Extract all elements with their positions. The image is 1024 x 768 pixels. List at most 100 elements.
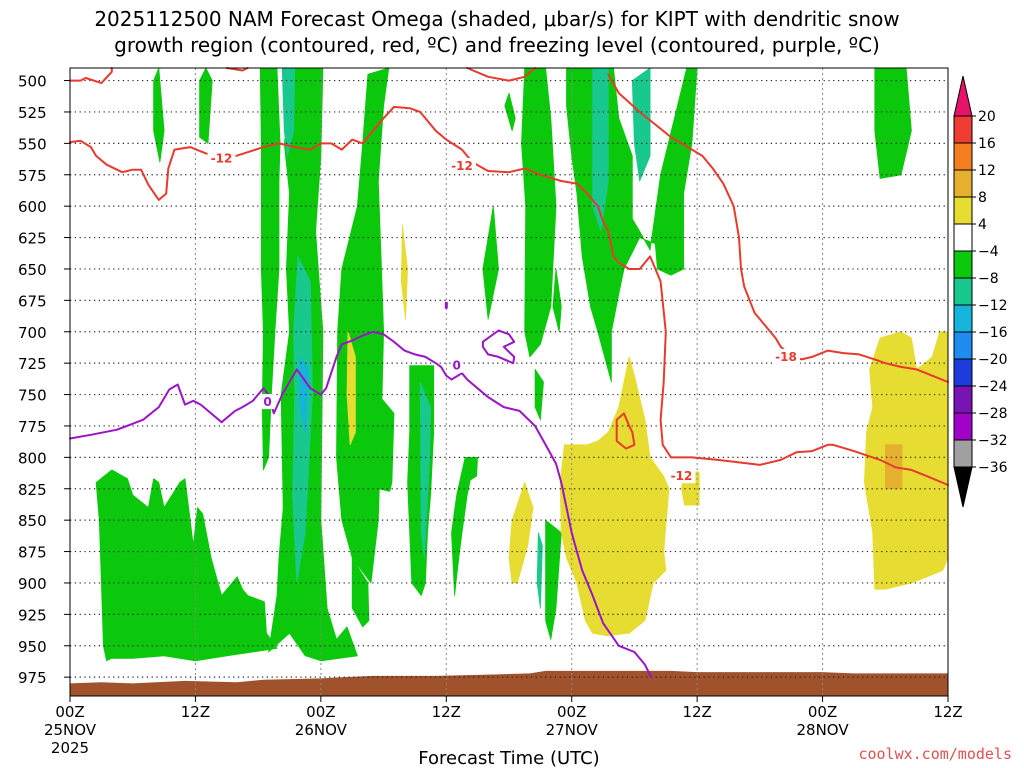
colorbar-label: 16 — [978, 136, 996, 152]
x-tick-label: 12Z — [432, 703, 461, 721]
freezing-contour-label-bg — [261, 394, 274, 410]
freezing-contour-0 — [69, 330, 653, 679]
y-tick-label: 800 — [18, 449, 47, 467]
colorbar-label: −24 — [978, 379, 1008, 395]
dgz-contour-label: -12 — [211, 151, 233, 165]
freezing-contour-label: 0 — [453, 359, 461, 373]
colorbar-swatch — [953, 196, 973, 225]
credit-text[interactable]: coolwx.com/models — [858, 745, 1012, 763]
plot-area: -12-12-12-18 00 — [69, 67, 949, 697]
y-tick-label: 925 — [18, 606, 47, 624]
omega-region-neg8-11 — [552, 268, 562, 333]
freezing-level-layer: 00 — [69, 301, 653, 679]
y-tick-label: 750 — [18, 387, 47, 405]
colorbar-swatch — [953, 277, 973, 306]
colorbar-swatch — [953, 439, 973, 468]
x-tick-label: 00Z — [306, 703, 335, 721]
colorbar-label: −36 — [978, 460, 1008, 476]
x-tick-label: 00Z — [808, 703, 837, 721]
freezing-contour-label-bg — [450, 357, 463, 373]
omega-region-neg8-0 — [153, 67, 165, 163]
y-tick-label: 675 — [18, 292, 47, 310]
colorbar-swatch — [953, 331, 973, 360]
dgz-contour-label-bg — [667, 468, 696, 484]
freezing-contour-label: 0 — [263, 395, 271, 409]
colorbar-label: −28 — [978, 406, 1008, 422]
colorbar-label: −8 — [978, 271, 999, 287]
omega-region-neg8-7 — [377, 394, 395, 492]
omega-region-neg8-2 — [259, 67, 281, 471]
colorbar-label: −20 — [978, 352, 1008, 368]
colorbar-swatch — [953, 385, 973, 414]
x-tick-label: 12Z — [933, 703, 962, 721]
y-tick-label: 725 — [18, 355, 47, 373]
x-tick-date: 26NOV — [295, 721, 348, 739]
colorbar-swatch — [953, 223, 973, 252]
x-tick-date: 28NOV — [797, 721, 850, 739]
colorbar-label: 4 — [978, 217, 987, 233]
y-tick-label: 500 — [18, 73, 47, 91]
y-tick-label: 975 — [18, 669, 47, 687]
plot-frame — [69, 67, 949, 697]
colorbar-bottom-arrow — [953, 466, 973, 508]
omega-region-neg8-13 — [534, 368, 544, 421]
y-tick-label: 600 — [18, 198, 47, 216]
colorbar-label: −4 — [978, 244, 999, 260]
colorbar-label: −12 — [978, 298, 1008, 314]
y-tick-label: 850 — [18, 512, 47, 530]
omega-region-neg8-3 — [268, 67, 358, 662]
colorbar-swatch — [953, 412, 973, 441]
omega-region-neg8-6 — [351, 557, 370, 628]
dgz-contour-label-bg — [207, 150, 236, 166]
dgz-contour-label: -18 — [775, 350, 797, 364]
y-tick-label: 775 — [18, 418, 47, 436]
x-tick-year: 2025 — [51, 739, 89, 757]
omega-region-4-2 — [508, 482, 534, 584]
y-tick-label: 825 — [18, 481, 47, 499]
x-tick-label: 00Z — [557, 703, 586, 721]
y-tick-label: 650 — [18, 261, 47, 279]
colorbar-label: −32 — [978, 433, 1008, 449]
colorbar-swatch — [953, 142, 973, 171]
dgz-contour-label-bg — [771, 348, 800, 364]
omega-region-neg8-17 — [504, 92, 516, 132]
chart-title-line-1: 2025112500 NAM Forecast Omega (shaded, μ… — [94, 7, 899, 31]
dgz-contour-2 — [466, 67, 537, 82]
colorbar-label: 8 — [978, 190, 987, 206]
dgz-contour-3 — [69, 105, 949, 486]
omega-region-4-3 — [559, 356, 670, 637]
dgz-contour-label: -12 — [451, 159, 473, 173]
freezing-contour-2 — [444, 301, 448, 309]
dgz-contour-1 — [225, 67, 249, 72]
omega-shading-layer — [95, 67, 949, 662]
y-tick-label: 950 — [18, 638, 47, 656]
omega-region-4-5 — [864, 331, 949, 590]
omega-region-neg8-4 — [95, 469, 278, 662]
dgz-contour-label-bg — [447, 157, 476, 173]
x-tick-label: 00Z — [55, 703, 84, 721]
colorbar: 20 16 12 8 4 −4 −8 −12 −16 −20 −24 −28 −32 −36 — [953, 75, 1008, 508]
omega-region-neg8-10 — [521, 67, 557, 358]
colorbar-swatch — [953, 115, 973, 144]
dgz-contour-layer: -12 -12 -12 -18 — [69, 67, 949, 486]
x-axis-title: Forecast Time (UTC) — [418, 748, 599, 768]
colorbar-swatch — [953, 358, 973, 387]
omega-region-neg8-12 — [482, 205, 499, 320]
colorbar-swatch — [953, 250, 973, 279]
dgz-contour-label: -12 — [671, 469, 693, 483]
freezing-contour-1 — [481, 329, 516, 365]
y-tick-label: 900 — [18, 575, 47, 593]
colorbar-top-arrow — [953, 75, 973, 117]
colorbar-label: −16 — [978, 325, 1008, 341]
y-tick-label: 700 — [18, 324, 47, 342]
dgz-contour-5 — [615, 412, 636, 450]
y-axis: 500 525 550 575 600 625 650 675 700 725 750 775 800 8… — [18, 73, 70, 687]
omega-region-4-0 — [400, 224, 409, 320]
y-tick-label: 625 — [18, 230, 47, 248]
colorbar-swatch — [953, 169, 973, 198]
colorbar-label: 20 — [978, 109, 996, 125]
colorbar-label: 12 — [978, 163, 996, 179]
omega-region-neg8-1 — [199, 67, 213, 144]
y-tick-label: 550 — [18, 135, 47, 153]
